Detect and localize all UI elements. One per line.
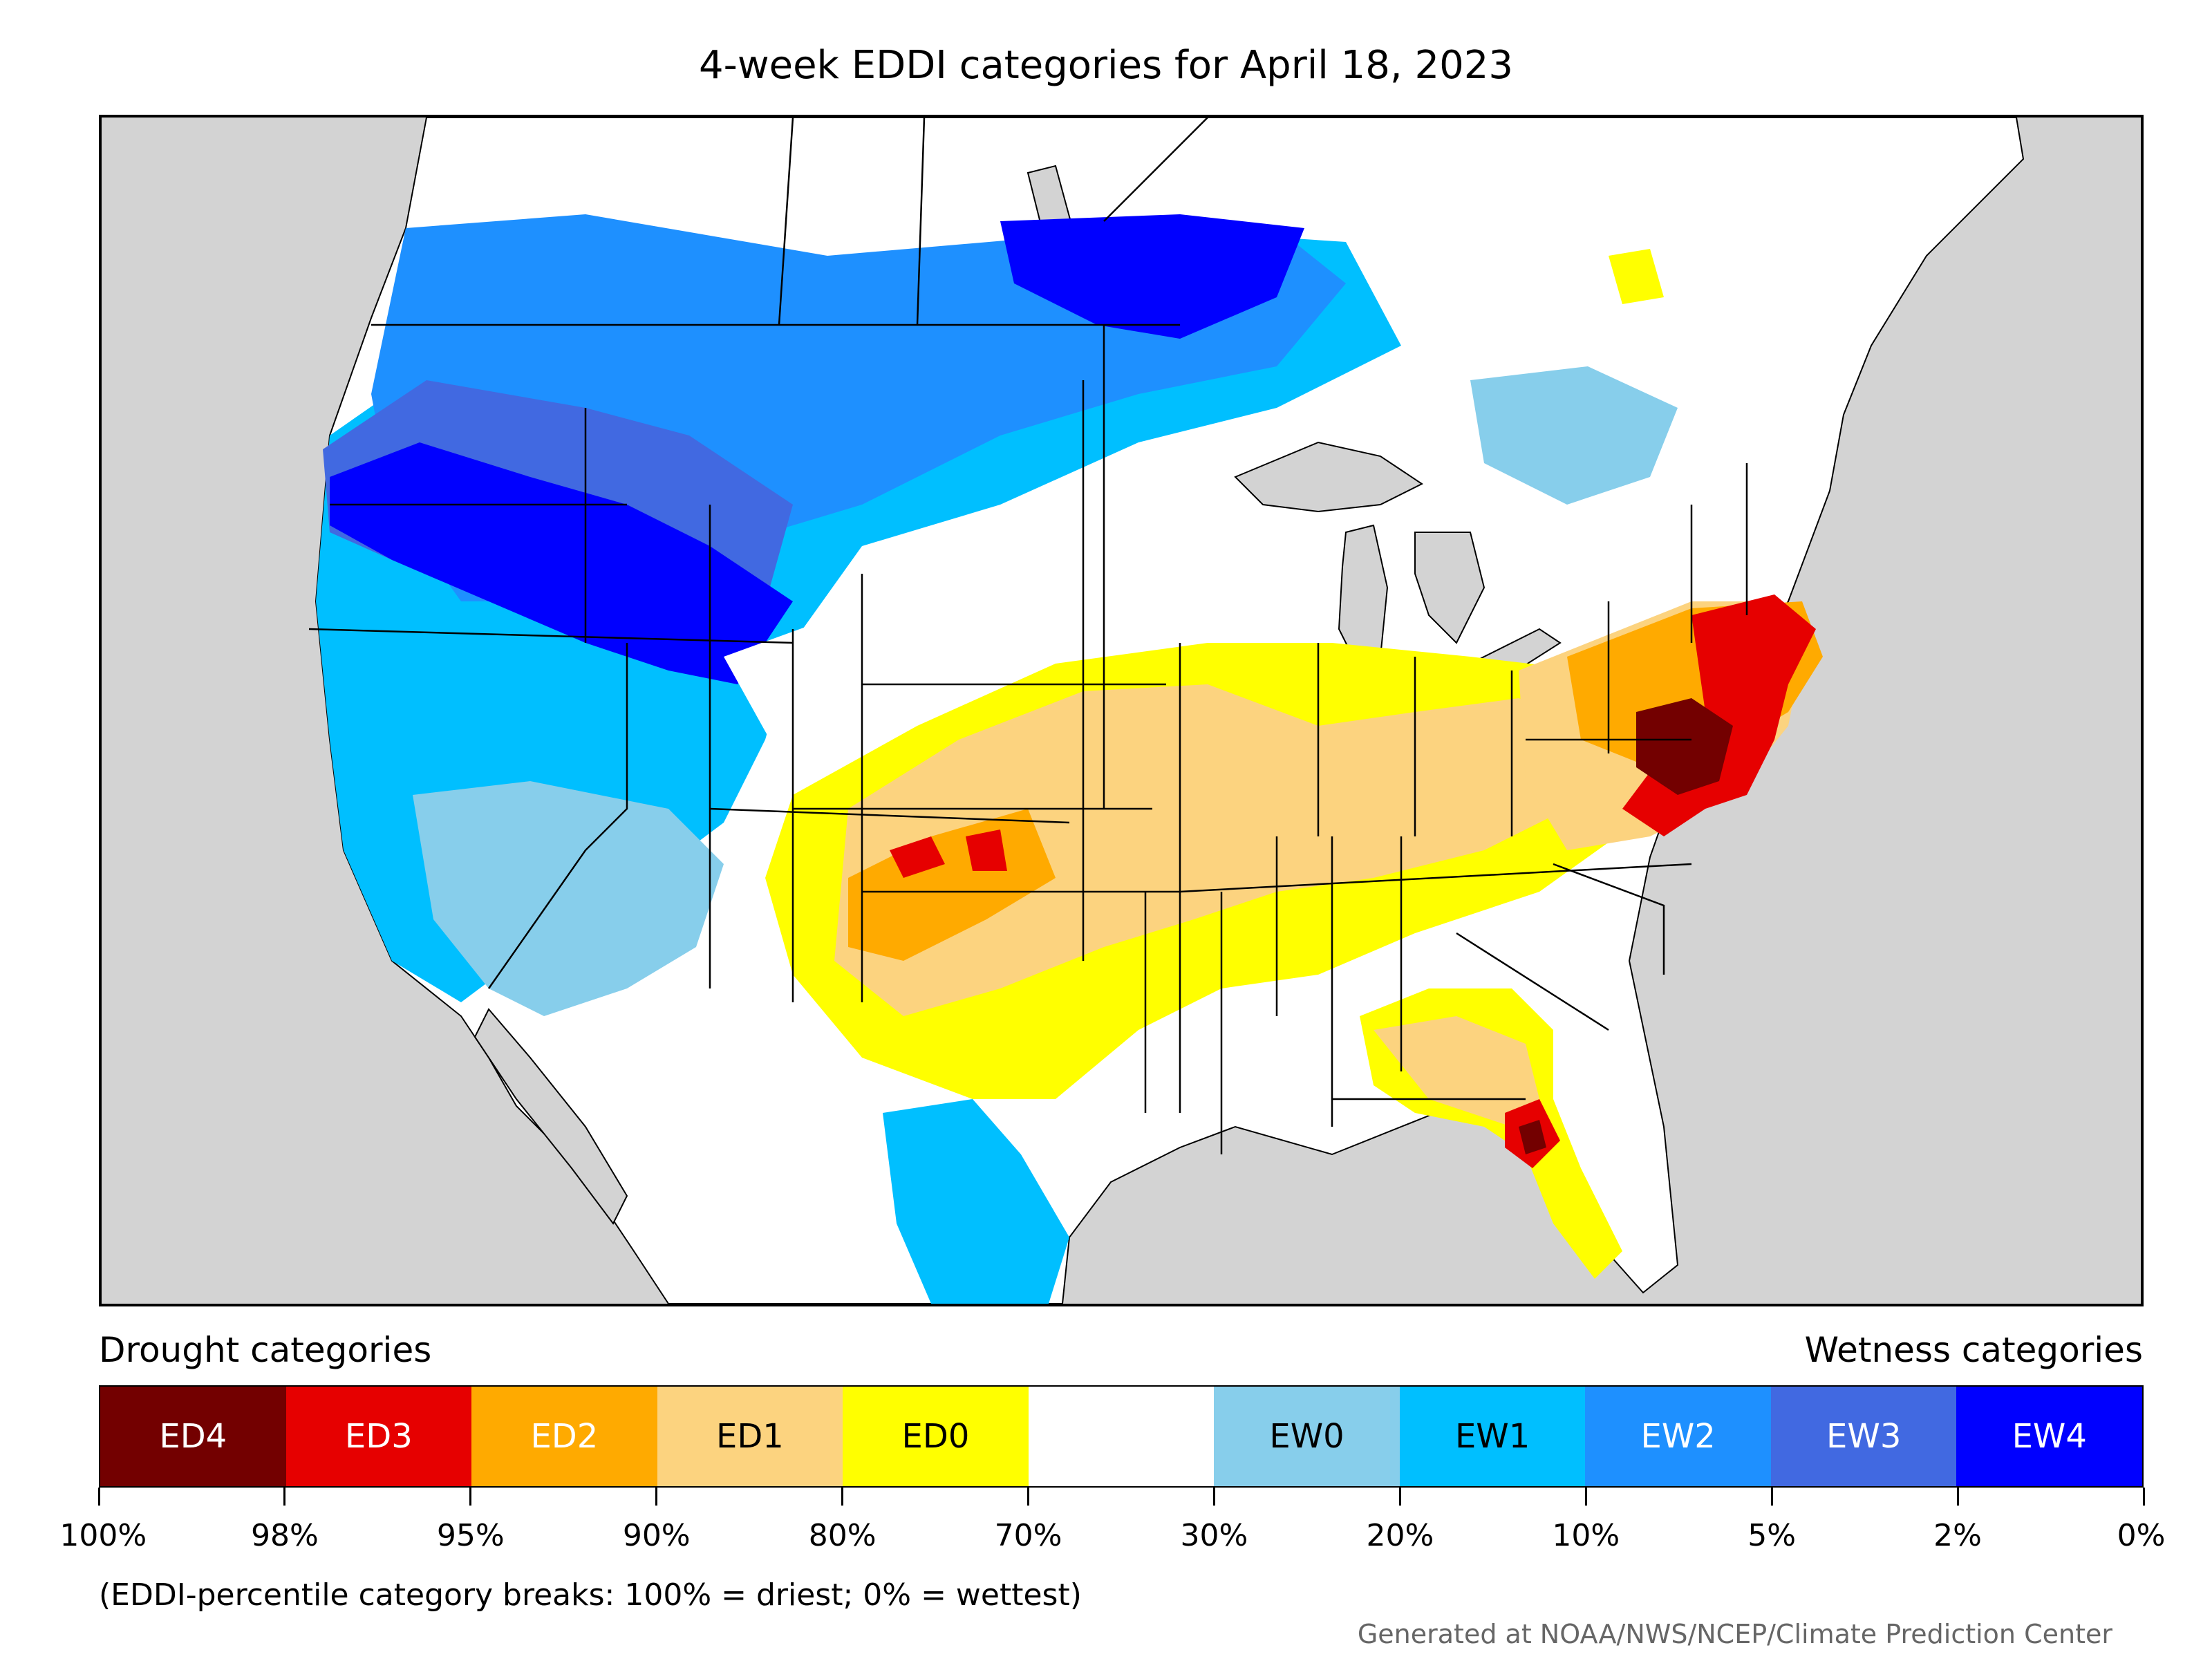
legend-label: ED0 — [901, 1417, 970, 1456]
legend-label: ED3 — [344, 1417, 413, 1456]
credit-line: Generated at NOAA/NWS/NCEP/Climate Predi… — [1357, 1619, 2112, 1649]
colorbar-tick-label: 5% — [1747, 1518, 1797, 1553]
region-ew4-oregon-idaho — [330, 442, 793, 684]
state-boundaries — [308, 118, 1748, 1154]
legend-cell-ew0: EW0 — [1214, 1387, 1400, 1486]
wetness-categories-heading: Wetness categories — [1804, 1330, 2143, 1370]
legend-label: EW3 — [1826, 1417, 1902, 1456]
region-ed2-southwest-plains — [848, 809, 1056, 961]
region-neutral-plains — [724, 601, 1069, 781]
colorbar-tick — [97, 1488, 100, 1506]
colorbar-tick-label: 0% — [2117, 1518, 2166, 1553]
eddi-map — [99, 115, 2144, 1306]
colorbar-tick — [655, 1488, 658, 1506]
legend-cell-ed4: ED4 — [100, 1387, 286, 1486]
region-ed4-virginia — [1636, 698, 1733, 795]
colorbar-tick-label: 2% — [1933, 1518, 1982, 1553]
category-colorbar: ED4 ED3 ED2 ED1 ED0 EW0 EW1 EW2 EW3 EW4 — [99, 1385, 2144, 1488]
legend-cell-ed1: ED1 — [657, 1387, 843, 1486]
colorbar-tick-label: 10% — [1552, 1518, 1620, 1553]
colorbar-tick — [1027, 1488, 1030, 1506]
region-ed3-panhandle — [890, 830, 1007, 878]
region-ew0-southwest — [413, 781, 724, 1016]
colorbar-tick — [1584, 1488, 1587, 1506]
drought-categories-heading: Drought categories — [99, 1330, 432, 1370]
legend-label: EW4 — [2012, 1417, 2087, 1456]
legend-cell-ew4: EW4 — [1956, 1387, 2143, 1486]
region-ew1-southtx — [883, 1099, 1069, 1304]
legend-label: EW0 — [1269, 1417, 1344, 1456]
region-ed1-plains — [834, 684, 1595, 1016]
region-ew4-montana-north — [1000, 214, 1304, 339]
colorbar-tick — [1956, 1488, 1959, 1506]
lake-huron — [1414, 532, 1485, 644]
legend-label: EW2 — [1640, 1417, 1716, 1456]
colorbar-tick — [469, 1488, 472, 1506]
gulf-of-california — [474, 1008, 628, 1225]
colorbar-tick — [283, 1488, 286, 1506]
legend-cell-neutral — [1028, 1387, 1215, 1486]
colorbar-ticks — [97, 1488, 2145, 1515]
region-ed0-quebec — [1609, 249, 1664, 304]
colorbar-tick — [1398, 1488, 1401, 1506]
legend-cell-ed0: ED0 — [843, 1387, 1029, 1486]
legend-cell-ed3: ED3 — [285, 1387, 472, 1486]
colorbar-tick — [1212, 1488, 1215, 1506]
colorbar-tick-label: 70% — [994, 1518, 1062, 1553]
category-breaks-note: (EDDI-percentile category breaks: 100% =… — [99, 1577, 1082, 1613]
colorbar-tick — [2142, 1488, 2145, 1506]
legend-label: ED2 — [530, 1417, 599, 1456]
colorbar-tick-label: 90% — [622, 1518, 691, 1553]
legend-label: EW1 — [1454, 1417, 1530, 1456]
legend-cell-ed2: ED2 — [471, 1387, 657, 1486]
colorbar-tick — [841, 1488, 844, 1506]
map-title: 4-week EDDI categories for April 18, 202… — [698, 43, 1514, 88]
region-ew0-ontario — [1470, 366, 1678, 505]
colorbar-tick-label: 80% — [808, 1518, 877, 1553]
legend-label: ED1 — [716, 1417, 784, 1456]
legend-cell-ew3: EW3 — [1770, 1387, 1957, 1486]
colorbar-tick — [1770, 1488, 1773, 1506]
legend-cell-ew2: EW2 — [1585, 1387, 1771, 1486]
colorbar-tick-label: 98% — [251, 1518, 319, 1553]
colorbar-tick-label: 20% — [1366, 1518, 1434, 1553]
region-ed4-florida — [1519, 1120, 1546, 1154]
colorbar-tick-label: 30% — [1180, 1518, 1248, 1553]
legend-cell-ew1: EW1 — [1399, 1387, 1586, 1486]
colorbar-tick-label: 100% — [59, 1518, 147, 1553]
legend-label: ED4 — [159, 1417, 227, 1456]
colorbar-tick-label: 95% — [436, 1518, 505, 1553]
lake-superior — [1234, 441, 1423, 513]
